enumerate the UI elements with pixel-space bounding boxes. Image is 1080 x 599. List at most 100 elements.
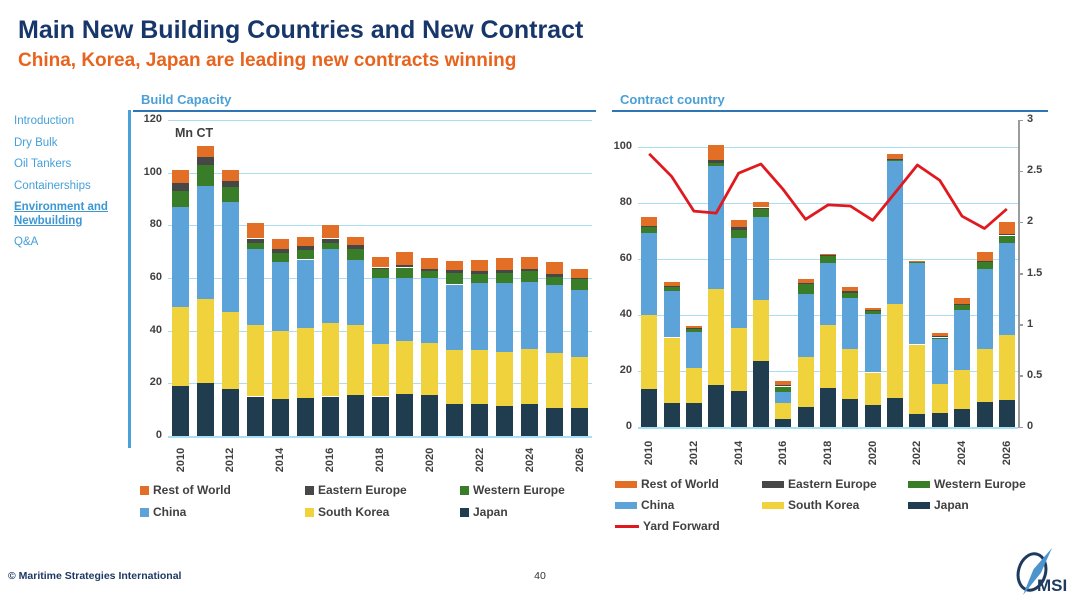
bar-segment-rest_of_world (521, 256, 539, 269)
bar-segment-japan (954, 408, 971, 427)
bar-segment-japan (221, 388, 239, 436)
bar-segment-rest_of_world (271, 238, 289, 249)
bar-segment-japan (172, 386, 189, 436)
bar-segment-japan (641, 389, 658, 427)
bar-segment-japan (685, 403, 702, 427)
bar-segment-japan (371, 396, 389, 436)
bar-segment-western_europe (752, 208, 769, 218)
bar-segment-japan (708, 385, 725, 427)
x-axis-label: 2012 (224, 447, 237, 473)
x-axis-label: 2012 (687, 440, 700, 466)
bar-segment-eastern_europe (685, 327, 702, 330)
y-axis-label: 80 (149, 218, 162, 231)
x-axis-label: 2016 (324, 447, 337, 473)
bar-segment-china (371, 278, 389, 344)
bar-segment-eastern_europe (221, 180, 239, 188)
legend-item: Western Europe (908, 477, 1026, 491)
bar-segment-western_europe (321, 242, 339, 249)
y-axis-label: 20 (149, 376, 162, 389)
bar-segment-rest_of_world (775, 380, 792, 386)
bar-segment-south_korea (887, 304, 904, 398)
contract-country-chart: Contract country 100 80 60 40 20 0 2010 2012 201… (612, 92, 1048, 542)
bar-segment-south_korea (931, 383, 948, 414)
bar-segment-eastern_europe (246, 238, 264, 243)
sidebar-item-qa[interactable]: Q&A (14, 236, 39, 248)
bar-segment-japan (421, 395, 439, 436)
sidebar-divider (128, 110, 131, 448)
bar-segment-japan (730, 390, 747, 427)
gridline (168, 120, 592, 121)
bar-segment-western_europe (663, 287, 680, 292)
bar-segment-western_europe (246, 242, 264, 250)
bar-segment-eastern_europe (842, 291, 859, 293)
bar-segment-japan (820, 387, 836, 427)
bar-segment-rest_of_world (396, 251, 414, 265)
bar-segment-south_korea (708, 288, 725, 386)
bar-segment-japan (271, 399, 289, 436)
legend-swatch (615, 480, 637, 488)
y2-axis-tick (1018, 170, 1023, 173)
bar-segment-western_europe (221, 187, 239, 202)
bar-segment-japan (775, 418, 792, 427)
legend-item: Western Europe (460, 483, 565, 497)
bar-segment-rest_of_world (446, 260, 464, 271)
sidebar-item-dry-bulk[interactable]: Dry Bulk (14, 136, 58, 149)
bar-segment-western_europe (172, 191, 189, 207)
sidebar-item-environment-newbuilding[interactable]: Environment and Newbuilding (14, 201, 108, 227)
bar-segment-eastern_europe (976, 260, 993, 262)
logo-text: MSI (1037, 576, 1067, 595)
bar-segment-rest_of_world (571, 268, 588, 278)
bar-segment-south_korea (641, 315, 658, 390)
bar-segment-rest_of_world (471, 259, 489, 272)
bar-segment-china (954, 309, 971, 370)
y2-axis-label: 1 (1027, 317, 1034, 330)
legend-item: Eastern Europe (305, 483, 407, 497)
yard-forward-line (648, 152, 1008, 230)
bar-segment-eastern_europe (571, 278, 588, 280)
bar-segment-china (842, 298, 859, 349)
legend-item: South Korea (762, 498, 859, 512)
y-axis-label: 0 (155, 429, 162, 441)
bar-segment-south_korea (172, 307, 189, 386)
bar-segment-western_europe (521, 271, 539, 282)
bar-segment-eastern_europe (421, 268, 439, 272)
bar-segment-china (321, 249, 339, 323)
bar-segment-rest_of_world (641, 217, 658, 226)
bar-segment-rest_of_world (820, 253, 836, 255)
bar-segment-south_korea (196, 299, 214, 384)
legend-swatch (460, 507, 469, 517)
bar-segment-western_europe (998, 235, 1015, 243)
bar-segment-rest_of_world (931, 333, 948, 337)
bar-segment-japan (663, 403, 680, 427)
bar-segment-rest_of_world (296, 237, 314, 247)
bar-segment-china (797, 294, 814, 358)
legend-label: China (153, 505, 187, 519)
legend-label: Japan (473, 505, 508, 519)
bar-segment-south_korea (775, 403, 792, 419)
x-axis-label: 2024 (523, 447, 536, 473)
footer-copyright: © Maritime Strategies International (8, 570, 182, 582)
x-axis-label: 2020 (866, 440, 879, 466)
bar-segment-south_korea (752, 299, 769, 362)
sidebar-item-introduction[interactable]: Introduction (14, 115, 75, 127)
bar-segment-rest_of_world (172, 170, 189, 184)
legend-item: China (615, 498, 674, 512)
y2-axis-label: 2 (1027, 215, 1034, 228)
bar-segment-japan (471, 404, 489, 436)
bar-segment-western_europe (976, 262, 993, 269)
bar-segment-south_korea (246, 325, 264, 397)
sidebar-item-oil-tankers[interactable]: Oil Tankers (14, 158, 72, 170)
bar-segment-rest_of_world (954, 298, 971, 304)
y2-axis-tick (1018, 273, 1023, 275)
sidebar-item-containerships[interactable]: Containerships (14, 179, 91, 192)
bar-segment-south_korea (421, 342, 439, 396)
bar-segment-western_europe (730, 229, 747, 239)
bar-segment-rest_of_world (663, 281, 680, 286)
x-axis-label: 2022 (911, 440, 924, 466)
bar-segment-eastern_europe (775, 385, 792, 387)
bar-segment-china (396, 278, 414, 342)
legend-label: Japan (934, 498, 969, 512)
bar-segment-china (641, 232, 658, 316)
bar-segment-japan (752, 361, 769, 427)
bar-segment-japan (931, 413, 948, 427)
